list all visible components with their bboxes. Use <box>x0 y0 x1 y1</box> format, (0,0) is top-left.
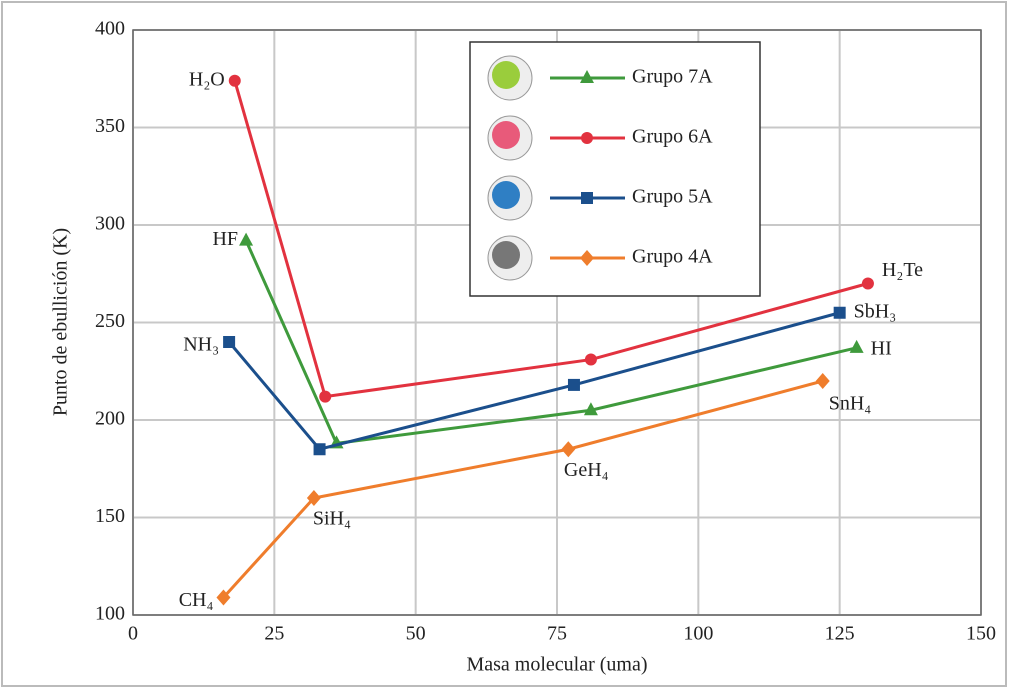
point <box>306 490 321 506</box>
x-tick-label: 25 <box>264 623 284 645</box>
point <box>223 336 236 348</box>
point <box>815 373 830 389</box>
legend-marker <box>581 132 593 144</box>
point <box>567 378 580 391</box>
legend-icon <box>492 241 520 269</box>
legend-marker <box>581 192 593 204</box>
y-tick-label: 200 <box>95 408 125 430</box>
legend-icon <box>492 121 520 149</box>
series: NH₃ SbH₃ <box>183 300 897 456</box>
point-label: SbH₃ <box>854 300 897 322</box>
legend-icon <box>492 181 520 209</box>
point <box>849 339 864 353</box>
line <box>233 80 869 399</box>
point-label: HF <box>212 228 238 250</box>
point <box>861 277 874 290</box>
point-label: HI <box>871 337 892 359</box>
y-tick-label: 300 <box>95 213 125 235</box>
legend: Grupo 7A Grupo 6A Grupo 5A Grupo 4A <box>469 41 761 297</box>
y-tick-label: 400 <box>95 18 125 40</box>
y-tick-label: 350 <box>95 115 125 137</box>
legend-icon <box>492 61 520 89</box>
point-label: CH₄ <box>179 589 214 611</box>
point <box>833 306 846 319</box>
point-label: NH₃ <box>183 334 219 356</box>
point <box>216 589 231 606</box>
point <box>313 443 326 456</box>
line <box>244 239 857 446</box>
plot-border <box>132 29 982 616</box>
x-tick-label: 125 <box>825 623 855 645</box>
legend-label: Grupo 6A <box>632 126 713 148</box>
series: H₂O H₂Te <box>189 68 923 403</box>
x-tick-label: 100 <box>683 623 713 645</box>
point-label: SnH₄ <box>829 393 872 415</box>
point-label: H₂Te <box>882 259 923 281</box>
point <box>319 390 332 403</box>
line <box>222 379 824 599</box>
x-tick-label: 150 <box>966 623 996 645</box>
y-tick-label: 150 <box>95 505 125 527</box>
x-axis-label: Masa molecular (uma) <box>466 654 647 676</box>
x-tick-label: 0 <box>128 623 138 645</box>
y-tick-label: 100 <box>95 603 125 625</box>
point-label: GeH₄ <box>564 459 609 481</box>
legend-marker <box>580 250 594 266</box>
point <box>561 441 576 458</box>
legend-marker <box>580 70 594 83</box>
y-tick-label: 250 <box>95 310 125 332</box>
point-label: H₂O <box>189 68 225 90</box>
x-tick-label: 50 <box>406 623 426 645</box>
point <box>228 74 241 87</box>
point-label: SiH₄ <box>313 508 351 530</box>
series: CH₄ SiH₄ GeH₄ SnH₄ <box>179 373 872 611</box>
line <box>227 311 841 451</box>
legend-label: Grupo 7A <box>632 66 713 88</box>
legend-label: Grupo 4A <box>632 246 713 268</box>
point <box>239 232 254 246</box>
legend-label: Grupo 5A <box>632 186 713 208</box>
series: HF HI <box>212 228 892 449</box>
point <box>584 353 597 366</box>
y-axis-label: Punto de ebullición (K) <box>50 228 72 416</box>
x-tick-label: 75 <box>547 623 567 645</box>
point <box>583 402 598 416</box>
